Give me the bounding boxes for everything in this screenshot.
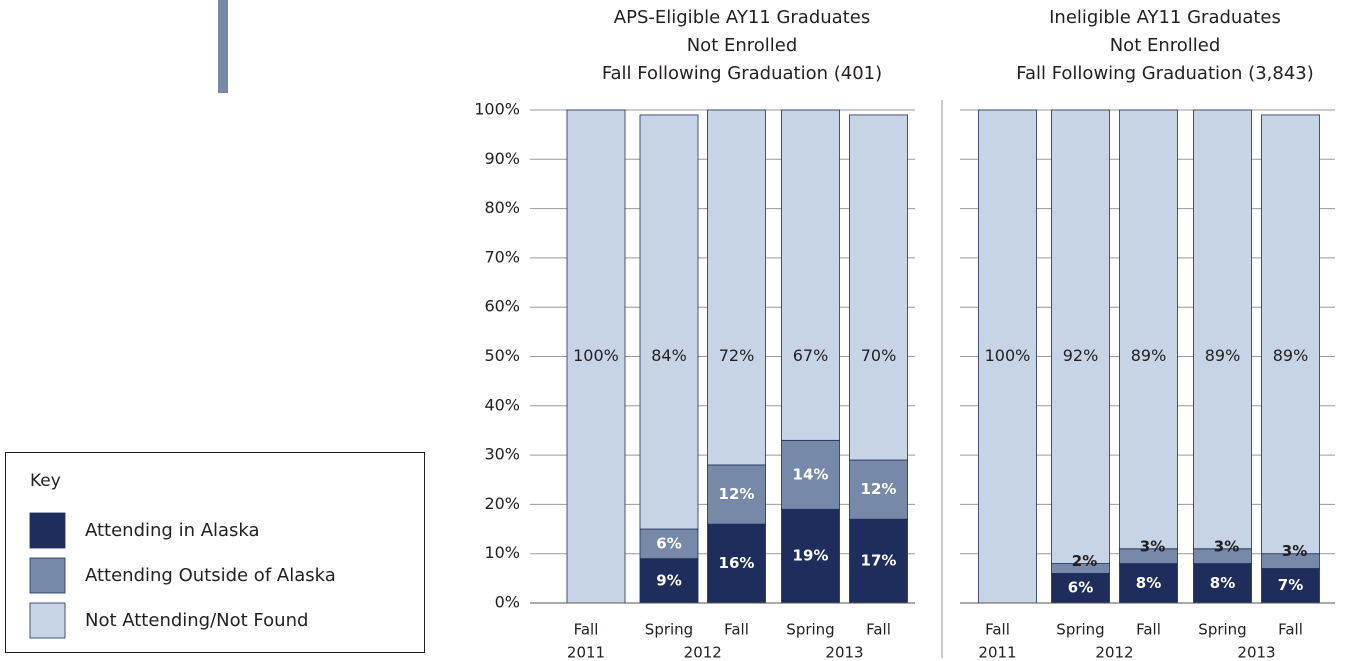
value-label: 6%: [656, 534, 681, 552]
value-label: 100%: [573, 346, 619, 365]
x-tick-label: Fall: [1278, 621, 1303, 639]
x-tick-label: Fall: [866, 621, 891, 639]
value-label: 100%: [985, 346, 1031, 365]
bar-segment: [1119, 563, 1178, 604]
bar-segment: [781, 439, 840, 510]
value-label: 89%: [1131, 346, 1167, 365]
value-label: 89%: [1273, 346, 1309, 365]
x-group-label: 2013: [1237, 644, 1275, 661]
bar-segment: [1119, 109, 1178, 550]
x-tick-label: Fall: [724, 621, 749, 639]
decor-bar: [218, 0, 228, 93]
bar-segment: [978, 109, 1037, 604]
value-label: 72%: [719, 346, 755, 365]
value-label: 89%: [1205, 346, 1241, 365]
value-label: 2%: [1072, 552, 1097, 570]
value-label: 8%: [1136, 574, 1161, 592]
x-group-label: 2011: [978, 644, 1016, 661]
chart-title: Not Enrolled: [687, 35, 798, 56]
x-tick-label: Fall: [985, 621, 1010, 639]
value-label: 67%: [793, 346, 829, 365]
y-tick-label: 90%: [484, 149, 520, 168]
value-label: 16%: [719, 554, 755, 572]
bar-segment: [781, 508, 840, 604]
legend-swatch: [29, 512, 66, 549]
y-tick-label: 0%: [495, 593, 520, 612]
y-tick-label: 70%: [484, 247, 520, 266]
x-tick-label: Spring: [786, 621, 834, 639]
bar-segment: [849, 459, 908, 520]
value-label: 12%: [861, 480, 897, 498]
bar-segment: [781, 109, 840, 441]
value-label: 7%: [1278, 576, 1303, 594]
chart-title: Fall Following Graduation (401): [602, 63, 882, 84]
value-label: 84%: [651, 346, 687, 365]
y-tick-label: 60%: [484, 297, 520, 316]
x-tick-label: Fall: [574, 621, 599, 639]
bar-segment: [707, 464, 766, 525]
y-tick-label: 10%: [484, 543, 520, 562]
value-label: 12%: [719, 485, 755, 503]
value-label: 6%: [1068, 579, 1093, 597]
x-tick-label: Spring: [1198, 621, 1246, 639]
x-group-label: 2013: [825, 644, 863, 661]
value-label: 9%: [656, 571, 681, 589]
legend-label: Attending Outside of Alaska: [85, 565, 336, 586]
bar-segment: [707, 109, 766, 466]
bar-segment: [566, 109, 626, 604]
value-label: 92%: [1063, 346, 1099, 365]
legend-box: [5, 452, 425, 653]
x-group-label: 2012: [684, 644, 722, 661]
bar-segment: [1193, 109, 1252, 550]
legend-label: Attending in Alaska: [85, 520, 260, 541]
chart-title: Fall Following Graduation (3,843): [1016, 63, 1314, 84]
bar-segment: [849, 114, 908, 461]
y-tick-label: 50%: [484, 346, 520, 365]
legend-title: Key: [30, 471, 61, 491]
y-tick-label: 80%: [484, 198, 520, 217]
bar-segment: [639, 114, 699, 530]
legend-swatch: [29, 557, 66, 594]
x-tick-label: Spring: [645, 621, 693, 639]
value-label: 3%: [1140, 537, 1165, 555]
x-tick-label: Spring: [1056, 621, 1104, 639]
value-label: 8%: [1210, 574, 1235, 592]
value-label: 3%: [1214, 537, 1239, 555]
value-label: 14%: [793, 465, 829, 483]
legend-swatch: [29, 602, 66, 639]
y-tick-label: 30%: [484, 445, 520, 464]
chart-title: APS-Eligible AY11 Graduates: [614, 7, 870, 28]
x-tick-label: Fall: [1136, 621, 1161, 639]
x-group-label: 2012: [1095, 644, 1133, 661]
x-group-label: 2011: [567, 644, 605, 661]
bar-segment: [1261, 568, 1320, 604]
bar-segment: [1051, 573, 1110, 604]
chart-title: Ineligible AY11 Graduates: [1049, 7, 1281, 28]
bar-segment: [1051, 109, 1110, 564]
chart-title: Not Enrolled: [1110, 35, 1221, 56]
bar-segment: [1261, 114, 1320, 555]
value-label: 70%: [861, 346, 897, 365]
value-label: 3%: [1282, 542, 1307, 560]
value-label: 19%: [793, 547, 829, 565]
y-tick-label: 100%: [474, 100, 520, 119]
y-tick-label: 40%: [484, 395, 520, 414]
y-tick-label: 20%: [484, 494, 520, 513]
value-label: 17%: [861, 552, 897, 570]
legend-label: Not Attending/Not Found: [85, 610, 308, 631]
bar-segment: [1193, 563, 1252, 604]
